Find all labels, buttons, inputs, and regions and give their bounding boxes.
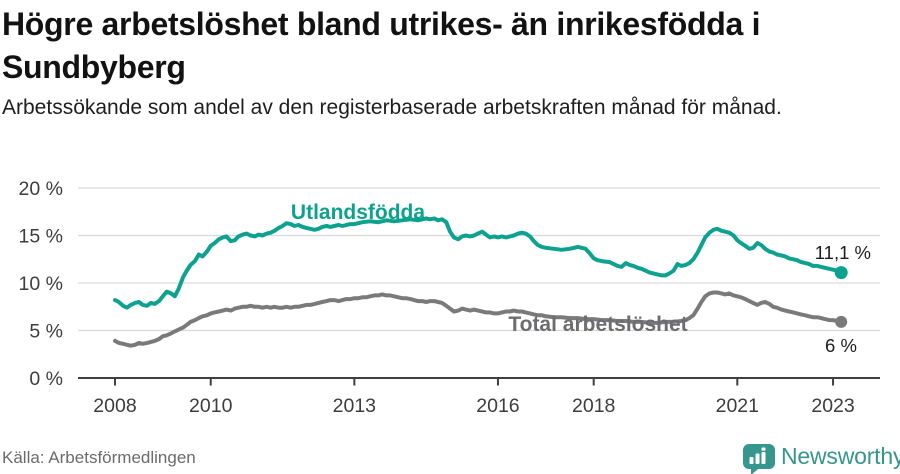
bar-medium-icon bbox=[755, 453, 760, 464]
newsworthy-wordmark: Newsworthy bbox=[781, 443, 900, 469]
x-axis-labels: 2008 2010 2013 2016 2018 2021 2023 bbox=[93, 395, 854, 417]
x-tick-label: 2008 bbox=[93, 395, 136, 417]
y-tick-label: 20 % bbox=[19, 178, 63, 200]
x-tick-label: 2013 bbox=[333, 395, 376, 417]
gridlines bbox=[78, 187, 880, 332]
total-arbetsloshet-line bbox=[113, 290, 844, 348]
series-end-dots bbox=[834, 266, 848, 328]
y-tick-label: 15 % bbox=[19, 226, 63, 248]
y-axis-labels: 0 % 5 % 10 % 15 % 20 % bbox=[19, 178, 63, 390]
utlandsfodda-series-label: Utlandsfödda bbox=[291, 201, 425, 224]
series-lines bbox=[113, 216, 844, 348]
x-tick-label: 2016 bbox=[476, 395, 519, 417]
source-note: Källa: Arbetsförmedlingen bbox=[2, 448, 196, 467]
chart-subtitle: Arbetssökande som andel av den registerb… bbox=[2, 96, 782, 119]
utlandsfodda-line bbox=[113, 216, 844, 310]
bar-short-icon bbox=[749, 457, 754, 464]
page-title: Högre arbetslöshet bland utrikes- än inr… bbox=[2, 6, 761, 85]
newsworthy-logo: Newsworthy bbox=[742, 441, 900, 474]
x-tick-label: 2023 bbox=[811, 395, 854, 417]
newsworthy-badge-icon bbox=[743, 444, 775, 474]
x-axis-ticks bbox=[114, 378, 835, 386]
bar-dot-icon bbox=[761, 447, 766, 451]
total-arbetsloshet-end-value: 6 % bbox=[825, 335, 857, 356]
y-tick-label: 5 % bbox=[29, 321, 63, 343]
x-tick-label: 2018 bbox=[572, 395, 615, 417]
total-arbetsloshet-end-dot bbox=[835, 315, 848, 328]
x-tick-label: 2010 bbox=[189, 395, 233, 417]
utlandsfodda-end-dot bbox=[834, 266, 848, 280]
x-tick-label: 2021 bbox=[716, 395, 759, 417]
utlandsfodda-end-value: 11,1 % bbox=[815, 242, 871, 263]
y-tick-label: 10 % bbox=[19, 273, 63, 295]
y-tick-label: 0 % bbox=[29, 368, 63, 390]
total-arbetsloshet-series-label: Total arbetslöshet bbox=[508, 313, 687, 336]
bar-tall-icon bbox=[761, 452, 766, 464]
